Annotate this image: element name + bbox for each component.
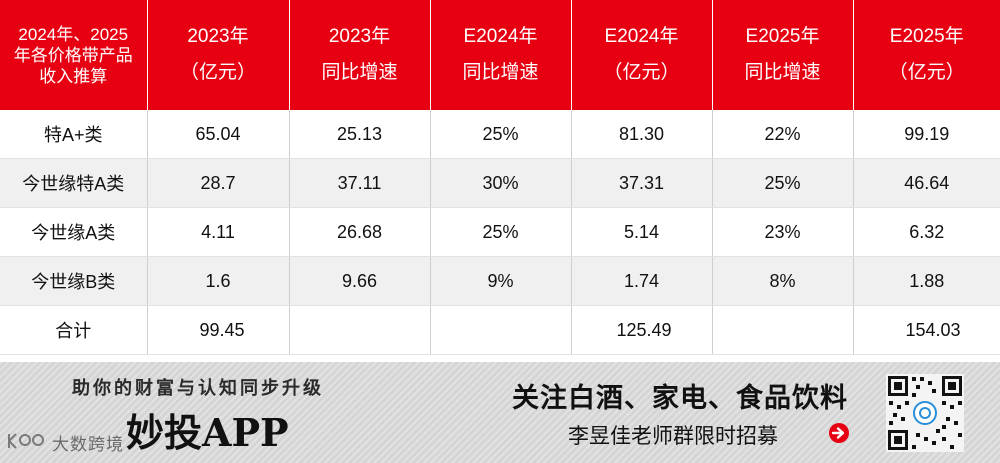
qr-code-icon [886,374,964,452]
table-cell: 5.14 [571,207,713,257]
table-cell [712,305,854,355]
row-label: 今世缘B类 [0,256,148,306]
table-row: 今世缘特A类 28.7 37.11 30% 37.31 25% 46.64 [0,158,1000,208]
table-cell: 46.64 [853,158,1000,208]
recruit-link-text[interactable]: 李昱佳老师群限时招募 [568,425,778,448]
table-cell: 28.7 [147,158,290,208]
header-e2024-growth: E2024年 同比增速 [430,0,572,110]
header-e2024-revenue: E2024年 （亿元） [571,0,713,110]
revenue-estimate-table: 2024年、2025 年各价格带产品 收入推算 2023年 （亿元） 2023年… [0,0,1000,355]
table-cell: 4.11 [147,207,290,257]
table-cell: 154.03 [853,305,1000,355]
table-cell: 25% [430,110,572,159]
table-cell: 25% [430,207,572,257]
table-cell [289,305,431,355]
table-cell [430,305,572,355]
header-2023-revenue: 2023年 （亿元） [147,0,290,110]
follow-headline: 关注白酒、家电、食品饮料 [512,383,848,413]
table-row: 今世缘B类 1.6 9.66 9% 1.74 8% 1.88 [0,256,1000,306]
table-cell: 8% [712,256,854,306]
promo-banner[interactable]: 助你的财富与认知同步升级 妙投APP 大数跨境 关注白酒、家电、食品饮料 李昱佳… [0,362,1000,463]
table-cell: 81.30 [571,110,713,159]
table-row: 今世缘A类 4.11 26.68 25% 5.14 23% 6.32 [0,207,1000,257]
table-cell: 23% [712,207,854,257]
table-cell: 99.45 [147,305,290,355]
table-cell: 30% [430,158,572,208]
header-2023-growth: 2023年 同比增速 [289,0,431,110]
row-label: 合计 [0,305,148,355]
header-e2025-growth: E2025年 同比增速 [712,0,854,110]
row-label: 今世缘特A类 [0,158,148,208]
arrow-right-circle-icon[interactable] [828,422,850,444]
table-cell: 1.74 [571,256,713,306]
table-cell: 1.88 [853,256,1000,306]
revenue-table-wrapper: 2024年、2025 年各价格带产品 收入推算 2023年 （亿元） 2023年… [0,0,1000,355]
table-cell: 22% [712,110,854,159]
logo-icon [8,433,44,449]
row-label: 今世缘A类 [0,207,148,257]
brand-name: 妙投APP [126,410,289,455]
table-cell: 125.49 [571,305,713,355]
table-row: 特A+类 65.04 25.13 25% 81.30 22% 99.19 [0,110,1000,159]
table-cell: 37.31 [571,158,713,208]
table-cell: 25% [712,158,854,208]
row-label: 特A+类 [0,110,148,159]
logo-text: 大数跨境 [52,435,124,454]
table-cell: 9% [430,256,572,306]
header-e2025-revenue: E2025年 （亿元） [853,0,1000,110]
header-row: 2024年、2025 年各价格带产品 收入推算 2023年 （亿元） 2023年… [0,0,1000,110]
banner-slogan: 助你的财富与认知同步升级 [72,378,324,398]
table-cell: 25.13 [289,110,431,159]
total-row: 合计 99.45 125.49 154.03 [0,305,1000,355]
table-cell: 37.11 [289,158,431,208]
table-cell: 6.32 [853,207,1000,257]
table-cell: 9.66 [289,256,431,306]
table-cell: 65.04 [147,110,290,159]
table-cell: 1.6 [147,256,290,306]
header-category: 2024年、2025 年各价格带产品 收入推算 [0,0,148,110]
table-cell: 99.19 [853,110,1000,159]
table-cell: 26.68 [289,207,431,257]
